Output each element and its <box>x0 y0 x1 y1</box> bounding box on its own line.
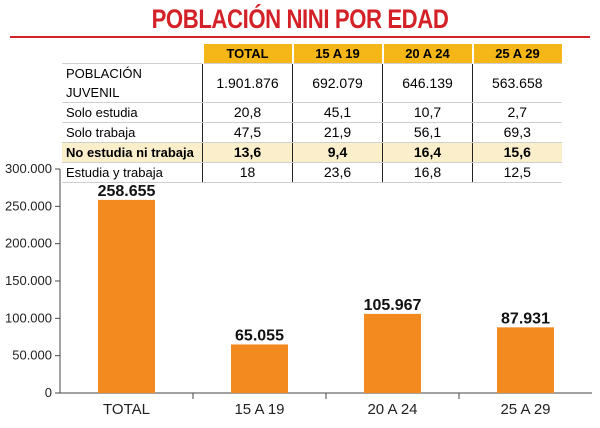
table-cell: 12,5 <box>472 162 562 183</box>
y-tick-label: 100.000 <box>5 310 52 325</box>
y-tick-label: 200.000 <box>5 236 52 251</box>
bar-value-label: 87.931 <box>501 310 550 327</box>
x-tick-label: TOTAL <box>103 401 150 418</box>
table-cell: 23,6 <box>292 162 383 183</box>
table-cell: 13,6 <box>202 142 293 163</box>
table-cell: 15,6 <box>472 142 562 163</box>
y-tick-label: 250.000 <box>5 198 52 213</box>
x-tick-label: 20 A 24 <box>367 401 417 418</box>
table-cell: 9,4 <box>292 142 383 163</box>
title-divider <box>10 36 590 38</box>
table-header-row: TOTAL 15 A 19 20 A 24 25 A 29 <box>62 44 562 64</box>
table-cell: 21,9 <box>292 122 383 143</box>
y-tick-label: 50.000 <box>12 348 52 363</box>
table-cell: 646.139 <box>382 63 473 103</box>
table-row: Solo estudia 20,8 45,1 10,7 2,7 <box>62 102 562 123</box>
table-cell: 56,1 <box>382 122 473 143</box>
table-row-highlighted: No estudia ni trabaja 13,6 9,4 16,4 15,6 <box>62 142 562 163</box>
table-cell: 2,7 <box>472 102 562 123</box>
column-header-20-24: 20 A 24 <box>381 44 473 64</box>
table-cell: 45,1 <box>292 102 383 123</box>
table-cell: 1.901.876 <box>202 63 293 103</box>
table-corner <box>62 44 203 64</box>
y-tick-label: 300.000 <box>5 161 52 176</box>
table-cell: 563.658 <box>472 63 562 103</box>
bar <box>98 199 155 393</box>
x-tick-label: 25 A 29 <box>500 401 550 418</box>
bar-value-label: 65.055 <box>235 327 284 344</box>
table-cell: 20,8 <box>202 102 293 123</box>
table-cell: 16,8 <box>382 162 473 183</box>
table-cell: 16,4 <box>382 142 473 163</box>
y-tick-label: 0 <box>45 385 52 400</box>
table-cell: 18 <box>202 162 293 183</box>
column-header-total: TOTAL <box>201 44 293 64</box>
table-cell: 692.079 <box>292 63 383 103</box>
row-label: Solo estudia <box>62 102 203 123</box>
bar <box>231 344 288 393</box>
bar <box>364 313 421 393</box>
data-table: TOTAL 15 A 19 20 A 24 25 A 29 POBLACIÓN … <box>62 44 562 183</box>
row-label: POBLACIÓN JUVENIL <box>62 63 203 103</box>
bar-value-label: 105.967 <box>364 297 422 314</box>
row-label: No estudia ni trabaja <box>62 142 203 163</box>
table-row: Solo trabaja 47,5 21,9 56,1 69,3 <box>62 122 562 143</box>
table-row: Estudia y trabaja 18 23,6 16,8 12,5 <box>62 162 562 183</box>
column-header-15-19: 15 A 19 <box>291 44 383 64</box>
y-tick-label: 150.000 <box>5 273 52 288</box>
x-tick-label: 15 A 19 <box>234 401 284 418</box>
row-label: Solo trabaja <box>62 122 203 143</box>
table-cell: 69,3 <box>472 122 562 143</box>
table-cell: 47,5 <box>202 122 293 143</box>
table-cell: 10,7 <box>382 102 473 123</box>
table-row: POBLACIÓN JUVENIL 1.901.876 692.079 646.… <box>62 63 562 103</box>
bar-value-label: 258.655 <box>98 183 156 200</box>
column-header-25-29: 25 A 29 <box>471 44 562 64</box>
row-label: Estudia y trabaja <box>62 162 203 183</box>
bar <box>497 327 554 393</box>
chart-title: POBLACIÓN NINI POR EDAD <box>151 4 449 34</box>
